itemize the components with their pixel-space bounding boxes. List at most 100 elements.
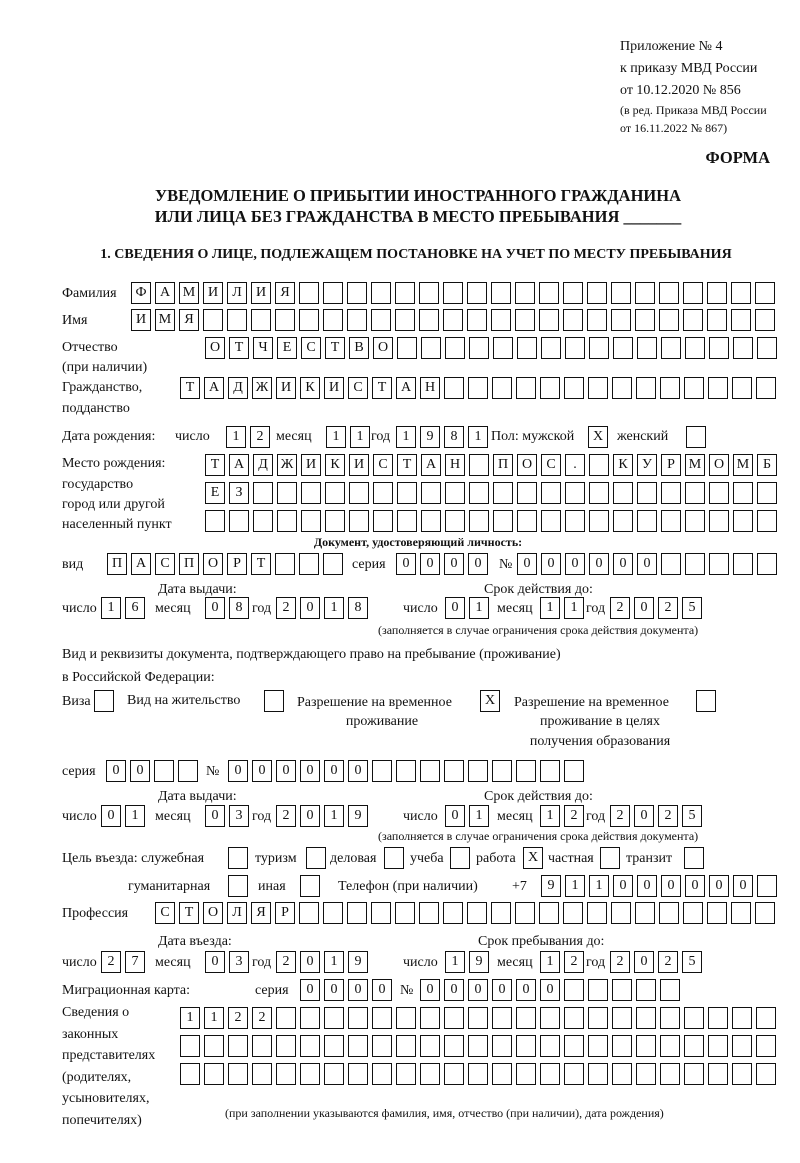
char-cell[interactable]: 2 — [610, 951, 630, 973]
char-cell[interactable] — [299, 902, 319, 924]
char-cell[interactable]: 0 — [685, 875, 705, 897]
char-cell[interactable]: М — [155, 309, 175, 331]
char-cell[interactable]: 0 — [396, 553, 416, 575]
char-cell[interactable] — [492, 377, 512, 399]
char-cell[interactable]: С — [541, 454, 561, 476]
char-cell[interactable] — [636, 1007, 656, 1029]
char-cell[interactable]: 2 — [610, 597, 630, 619]
char-cell[interactable]: 2 — [564, 805, 584, 827]
char-cell[interactable] — [659, 282, 679, 304]
char-cell[interactable] — [612, 1035, 632, 1057]
char-cell[interactable] — [539, 902, 559, 924]
char-cell[interactable]: 0 — [420, 979, 440, 1001]
char-cell[interactable] — [755, 902, 775, 924]
char-cell[interactable]: И — [349, 454, 369, 476]
char-cell[interactable]: С — [155, 902, 175, 924]
char-cell[interactable] — [180, 1063, 200, 1085]
char-cell[interactable] — [564, 1007, 584, 1029]
char-cell[interactable]: 1 — [589, 875, 609, 897]
char-cell[interactable] — [301, 482, 321, 504]
char-cell[interactable]: 9 — [469, 951, 489, 973]
char-cell[interactable] — [587, 902, 607, 924]
char-cell[interactable]: 1 — [396, 426, 416, 448]
char-cell[interactable] — [588, 1063, 608, 1085]
char-cell[interactable]: Ф — [131, 282, 151, 304]
char-cell[interactable]: И — [203, 282, 223, 304]
char-cell[interactable] — [445, 337, 465, 359]
char-cell[interactable] — [733, 553, 753, 575]
char-cell[interactable]: Т — [325, 337, 345, 359]
char-cell[interactable] — [228, 1063, 248, 1085]
char-cell[interactable]: 2 — [610, 805, 630, 827]
char-cell[interactable] — [611, 282, 631, 304]
char-cell[interactable] — [444, 760, 464, 782]
char-cell[interactable]: Б — [757, 454, 777, 476]
char-cell[interactable]: 5 — [682, 951, 702, 973]
char-cell[interactable]: 9 — [541, 875, 561, 897]
char-cell[interactable]: 0 — [324, 979, 344, 1001]
char-cell[interactable] — [323, 902, 343, 924]
checkbox-cell[interactable] — [264, 690, 284, 712]
char-cell[interactable] — [491, 309, 511, 331]
char-cell[interactable] — [421, 337, 441, 359]
char-cell[interactable] — [708, 1007, 728, 1029]
char-cell[interactable]: 0 — [517, 553, 537, 575]
char-cell[interactable]: П — [493, 454, 513, 476]
char-cell[interactable] — [468, 1007, 488, 1029]
char-cell[interactable]: 0 — [101, 805, 121, 827]
char-cell[interactable]: 2 — [250, 426, 270, 448]
char-cell[interactable] — [685, 482, 705, 504]
char-cell[interactable] — [731, 902, 751, 924]
char-cell[interactable] — [731, 282, 751, 304]
char-cell[interactable] — [756, 377, 776, 399]
char-cell[interactable] — [275, 309, 295, 331]
char-cell[interactable]: 2 — [564, 951, 584, 973]
char-cell[interactable] — [637, 510, 657, 532]
char-cell[interactable] — [468, 1063, 488, 1085]
char-cell[interactable] — [205, 510, 225, 532]
char-cell[interactable] — [348, 1063, 368, 1085]
char-cell[interactable]: 1 — [324, 597, 344, 619]
char-cell[interactable] — [300, 1063, 320, 1085]
char-cell[interactable] — [707, 309, 727, 331]
char-cell[interactable] — [419, 309, 439, 331]
char-cell[interactable]: 0 — [637, 553, 657, 575]
char-cell[interactable] — [684, 1035, 704, 1057]
char-cell[interactable] — [612, 979, 632, 1001]
checkbox-cell[interactable]: X — [523, 847, 543, 869]
char-cell[interactable] — [661, 553, 681, 575]
char-cell[interactable] — [613, 337, 633, 359]
char-cell[interactable] — [563, 902, 583, 924]
char-cell[interactable] — [660, 377, 680, 399]
char-cell[interactable]: Т — [229, 337, 249, 359]
char-cell[interactable] — [635, 902, 655, 924]
char-cell[interactable] — [228, 1035, 248, 1057]
char-cell[interactable] — [276, 1063, 296, 1085]
char-cell[interactable]: М — [685, 454, 705, 476]
char-cell[interactable] — [348, 1007, 368, 1029]
char-cell[interactable] — [684, 377, 704, 399]
char-cell[interactable] — [468, 377, 488, 399]
char-cell[interactable] — [347, 902, 367, 924]
char-cell[interactable] — [277, 510, 297, 532]
char-cell[interactable]: 0 — [300, 951, 320, 973]
char-cell[interactable] — [516, 1007, 536, 1029]
char-cell[interactable]: Т — [397, 454, 417, 476]
char-cell[interactable]: 1 — [324, 805, 344, 827]
char-cell[interactable] — [469, 337, 489, 359]
checkbox-cell[interactable] — [684, 847, 704, 869]
char-cell[interactable] — [251, 309, 271, 331]
char-cell[interactable] — [660, 1035, 680, 1057]
char-cell[interactable]: А — [229, 454, 249, 476]
char-cell[interactable]: 0 — [324, 760, 344, 782]
char-cell[interactable]: А — [155, 282, 175, 304]
char-cell[interactable] — [491, 282, 511, 304]
char-cell[interactable]: С — [373, 454, 393, 476]
char-cell[interactable] — [541, 510, 561, 532]
char-cell[interactable]: Е — [205, 482, 225, 504]
char-cell[interactable] — [467, 309, 487, 331]
char-cell[interactable]: 0 — [589, 553, 609, 575]
char-cell[interactable] — [636, 979, 656, 1001]
char-cell[interactable] — [565, 510, 585, 532]
char-cell[interactable] — [373, 482, 393, 504]
